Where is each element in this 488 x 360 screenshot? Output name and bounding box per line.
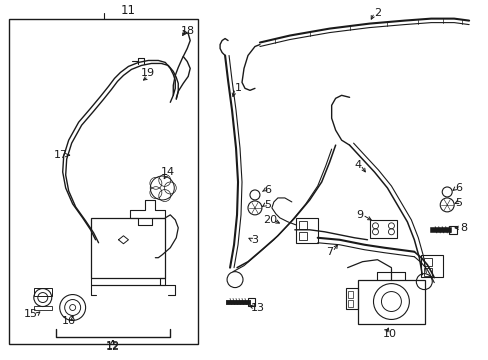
Bar [421, 255, 442, 276]
Text: 3: 3 [251, 235, 258, 245]
Text: 20: 20 [263, 215, 276, 225]
Bar [247, 298, 254, 306]
Text: 15: 15 [24, 310, 38, 319]
Text: 5: 5 [455, 198, 462, 208]
Text: 16: 16 [61, 316, 76, 327]
Text: 12: 12 [105, 341, 120, 351]
Text: 18: 18 [181, 26, 195, 36]
Text: 19: 19 [141, 68, 155, 78]
Text: 7: 7 [325, 247, 332, 257]
Text: 12: 12 [105, 342, 120, 352]
Text: 4: 4 [353, 160, 360, 170]
Bar [448, 226, 456, 234]
Bar [298, 232, 306, 240]
Bar [90, 218, 165, 278]
Bar [347, 291, 352, 298]
Text: 9: 9 [355, 210, 363, 220]
Bar [295, 218, 317, 243]
Text: 13: 13 [250, 302, 264, 312]
Bar [357, 280, 425, 324]
Text: 14: 14 [161, 167, 175, 177]
Text: 17: 17 [54, 150, 68, 160]
Text: 5: 5 [264, 200, 271, 210]
Bar [347, 300, 352, 306]
Bar [298, 221, 306, 229]
Bar [424, 258, 431, 266]
Bar [369, 220, 397, 238]
Text: 10: 10 [382, 329, 396, 339]
Text: 6: 6 [264, 185, 271, 195]
Bar [34, 288, 52, 296]
Bar [424, 268, 431, 276]
Text: 6: 6 [455, 183, 462, 193]
Bar [34, 306, 52, 310]
Bar [345, 288, 357, 310]
Bar [9, 19, 198, 345]
Text: 2: 2 [373, 8, 380, 18]
Text: 8: 8 [460, 223, 467, 233]
Text: 11: 11 [121, 4, 136, 17]
Text: 1: 1 [234, 84, 241, 93]
